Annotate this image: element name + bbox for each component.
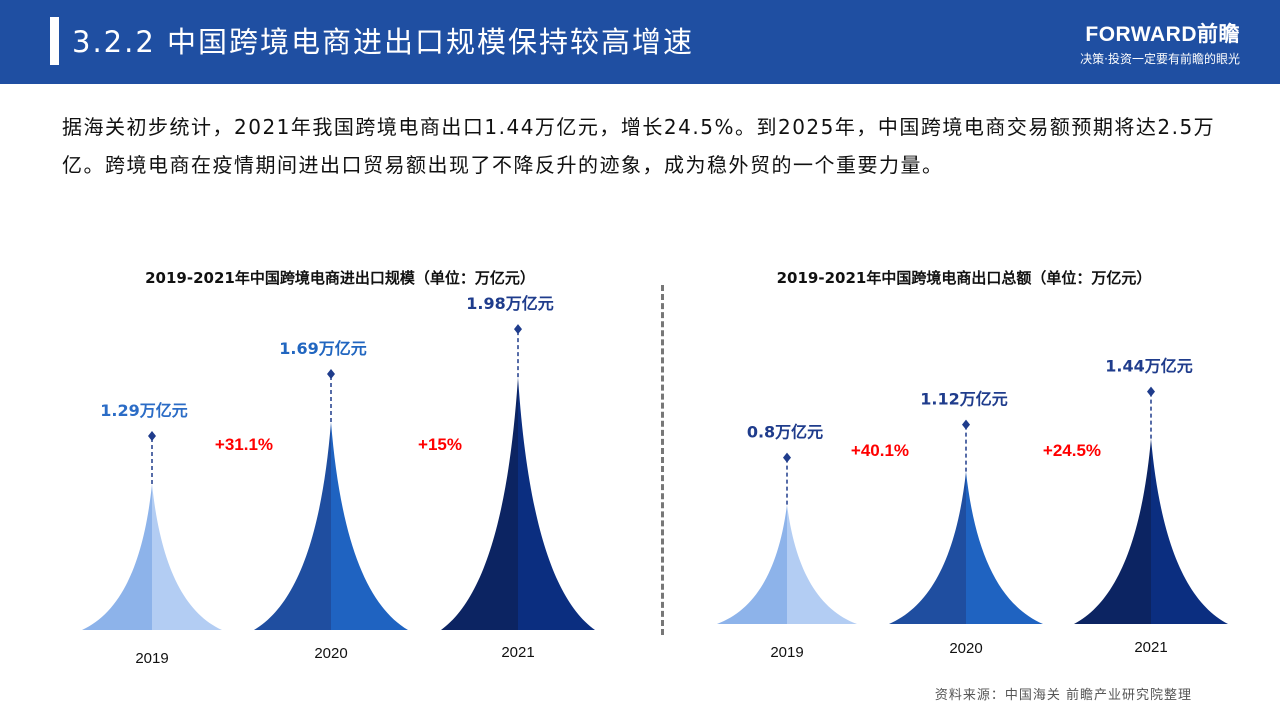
- value-label: 0.8万亿元: [747, 423, 823, 442]
- diamond-marker: [783, 452, 791, 463]
- chart-title: 2019-2021年中国跨境电商进出口规模（单位：万亿元）: [145, 269, 535, 287]
- value-label: 1.29万亿元: [100, 401, 187, 420]
- diamond-marker: [1147, 386, 1155, 397]
- header-banner: 3.2.2 中国跨境电商进出口规模保持较高增速 FORWARD前瞻 决策·投资一…: [0, 0, 1280, 84]
- category-label: 2020: [314, 645, 347, 662]
- logo-slogan: 决策·投资一定要有前瞻的眼光: [1080, 52, 1240, 66]
- diamond-marker: [962, 419, 970, 430]
- title-accent-bar: [50, 17, 59, 65]
- value-label: 1.44万亿元: [1105, 357, 1192, 376]
- category-label: 2019: [770, 644, 803, 661]
- bar-left-half: [441, 377, 518, 630]
- chart-title: 2019-2021年中国跨境电商出口总额（单位：万亿元）: [777, 269, 1152, 287]
- logo-brand: FORWARD前瞻: [1085, 23, 1240, 46]
- growth-label: +15%: [418, 435, 462, 454]
- bar-right-half: [152, 484, 222, 630]
- category-label: 2020: [949, 640, 982, 657]
- growth-label: +31.1%: [215, 435, 273, 454]
- value-label: 1.69万亿元: [279, 339, 366, 358]
- bar-right-half: [966, 471, 1043, 624]
- bar-right-half: [331, 422, 408, 630]
- bar-left-half: [717, 504, 787, 624]
- bar-right-half: [1151, 438, 1228, 624]
- bar-right-half: [518, 377, 595, 630]
- logo: FORWARD前瞻 决策·投资一定要有前瞻的眼光: [1080, 18, 1240, 67]
- bar-right-half: [787, 504, 857, 624]
- diamond-marker: [148, 431, 156, 442]
- category-label: 2021: [1134, 639, 1167, 656]
- diamond-marker: [327, 369, 335, 380]
- growth-label: +40.1%: [851, 441, 909, 460]
- category-label: 2019: [135, 650, 168, 667]
- diamond-marker: [514, 324, 522, 335]
- intro-paragraph: 据海关初步统计，2021年我国跨境电商出口1.44万亿元，增长24.5%。到20…: [62, 115, 1216, 177]
- value-label: 1.98万亿元: [466, 294, 553, 313]
- source-note: 资料来源：中国海关 前瞻产业研究院整理: [934, 688, 1192, 703]
- bar-left-half: [254, 422, 331, 630]
- chart-divider: [661, 285, 664, 635]
- bar-left-half: [1074, 438, 1151, 624]
- growth-label: +24.5%: [1043, 441, 1101, 460]
- bar-left-half: [82, 484, 152, 630]
- value-label: 1.12万亿元: [920, 390, 1007, 409]
- bar-left-half: [889, 471, 966, 624]
- category-label: 2021: [501, 644, 534, 661]
- page-title: 3.2.2 中国跨境电商进出口规模保持较高增速: [72, 25, 695, 59]
